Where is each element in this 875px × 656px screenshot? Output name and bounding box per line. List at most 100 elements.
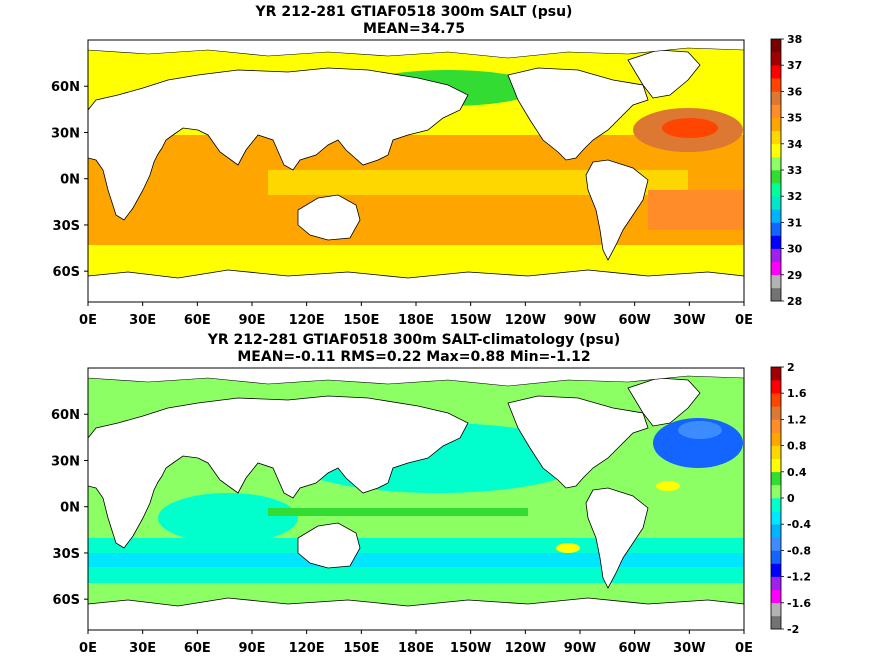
anomaly-colorbar-segment — [771, 393, 781, 407]
anomaly-colorbar-label: -1.6 — [787, 597, 811, 610]
anomaly-colorbar-segment — [771, 458, 781, 473]
anomaly-colorbar-label: -0.4 — [787, 518, 811, 531]
anomaly-map — [87, 367, 745, 631]
anomaly-colorbar-segment — [771, 498, 781, 512]
salt-colorbar-segment — [771, 39, 781, 53]
anomaly-colorbar-segment — [771, 445, 781, 459]
anomaly-xtick-label: 90E — [239, 641, 266, 656]
anomaly-colorbar-label: -1.2 — [787, 571, 811, 584]
anomaly-colorbar-segment — [771, 537, 781, 551]
salt-field-atlantic-core — [662, 118, 718, 138]
salt-colorbar-segment — [771, 235, 781, 249]
salt-xtick-label: 90W — [564, 313, 596, 328]
salt-panel: YR 212-281 GTIAF0518 300m SALT (psu) MEA… — [51, 4, 803, 328]
salt-title: YR 212-281 GTIAF0518 300m SALT (psu) — [255, 4, 573, 20]
anomaly-colorbar-label: 1.2 — [787, 413, 807, 426]
anomaly-xtick-label: 150E — [343, 641, 379, 656]
anomaly-ytick-label: 60S — [53, 593, 80, 608]
salt-subtitle: MEAN=34.75 — [363, 21, 465, 37]
anomaly-xtick-label: 0E — [79, 641, 97, 656]
anomaly-subtitle: MEAN=-0.11 RMS=0.22 Max=0.88 Min=-1.12 — [237, 349, 590, 365]
anomaly-field-southern-cold — [88, 553, 744, 567]
anomaly-colorbar-segment — [771, 367, 781, 381]
salt-colorbar-segment — [771, 104, 781, 118]
salt-ytick-label: 30N — [51, 126, 80, 141]
anomaly-xtick-label: 60E — [184, 641, 211, 656]
anomaly-yticks: 60N 30N 0N 30S 60S — [51, 408, 88, 608]
anomaly-colorbar-segment — [771, 406, 781, 420]
salt-colorbar-label: 31 — [787, 216, 802, 229]
anomaly-colorbar-label: 1.6 — [787, 387, 807, 400]
salt-xtick-label: 0E — [79, 313, 97, 328]
salt-colorbar-segment — [771, 52, 781, 66]
anomaly-field-atlantic-core — [678, 421, 722, 439]
salt-colorbar-segment — [771, 143, 781, 158]
salt-colorbar-label: 38 — [787, 33, 802, 46]
anomaly-xticks: 0E 30E 60E 90E 120E 150E 180E 150W 120W 90W 60W 30W… — [79, 630, 753, 656]
salt-colorbar-segment — [771, 222, 781, 236]
anomaly-field-south-pacific — [556, 543, 580, 553]
anomaly-field-equator — [268, 508, 528, 516]
anomaly-colorbar-label: 0.4 — [787, 466, 807, 479]
salt-colorbar-segment — [771, 170, 781, 184]
anomaly-panel: YR 212-281 GTIAF0518 300m SALT-climatolo… — [51, 332, 811, 656]
anomaly-colorbar-segment — [771, 432, 781, 446]
anomaly-xtick-label: 0E — [735, 641, 753, 656]
anomaly-colorbar-label: -0.8 — [787, 544, 811, 557]
anomaly-xtick-label: 180E — [398, 641, 434, 656]
salt-xtick-label: 30E — [129, 313, 156, 328]
salt-colorbar-label: 36 — [787, 85, 803, 98]
anomaly-colorbar-segment — [771, 524, 781, 538]
salt-colorbar-segment — [771, 261, 781, 276]
anomaly-colorbar-segment — [771, 550, 781, 564]
salt-ytick-label: 0N — [60, 173, 80, 188]
salt-map — [87, 39, 745, 303]
salt-colorbar-segment — [771, 287, 781, 302]
salt-ytick-label: 60S — [53, 265, 80, 280]
salt-colorbar-segment — [771, 248, 781, 262]
salt-colorbar: 38 37 36 35 34 33 32 31 30 29 28 — [770, 33, 803, 308]
salt-ytick-label: 30S — [53, 219, 80, 234]
salt-xtick-label: 30W — [673, 313, 705, 328]
salt-colorbar-segment — [771, 209, 781, 223]
salt-colorbar-segment — [771, 117, 781, 131]
salt-colorbar-segment — [771, 78, 781, 92]
salt-colorbar-label: 34 — [787, 138, 803, 151]
salt-yticks: 60N 30N 0N 30S 60S — [51, 80, 88, 280]
salt-colorbar-segment — [771, 183, 781, 197]
salt-xtick-label: 60E — [184, 313, 211, 328]
salt-colorbar-segment — [771, 65, 781, 79]
anomaly-xtick-label: 120E — [289, 641, 325, 656]
salt-xticks: 0E 30E 60E 90E 120E 150E 180E 150W 120W 90W 60W 30W… — [79, 302, 753, 328]
salt-colorbar-segment — [771, 156, 781, 171]
anomaly-xtick-label: 30E — [129, 641, 156, 656]
salt-colorbar-label: 30 — [787, 243, 803, 256]
anomaly-colorbar-segment — [771, 615, 781, 630]
anomaly-colorbar-label: 2 — [787, 361, 795, 374]
anomaly-xtick-label: 30W — [673, 641, 705, 656]
anomaly-colorbar-label: -2 — [787, 623, 799, 636]
salt-xtick-label: 60W — [618, 313, 650, 328]
salt-colorbar-segment — [771, 91, 781, 105]
anomaly-colorbar-segment — [771, 589, 781, 604]
anomaly-colorbar-label: 0.8 — [787, 440, 807, 453]
anomaly-colorbar-segment — [771, 380, 781, 394]
anomaly-field-gulfstream — [656, 481, 680, 491]
anomaly-colorbar-label: 0 — [787, 492, 795, 505]
anomaly-ytick-label: 30S — [53, 547, 80, 562]
salt-colorbar-label: 29 — [787, 269, 802, 282]
anomaly-colorbar-segment — [771, 471, 781, 486]
anomaly-xtick-label: 120W — [505, 641, 546, 656]
salt-colorbar-label: 33 — [787, 164, 802, 177]
salt-colorbar-label: 37 — [787, 59, 802, 72]
anomaly-ytick-label: 30N — [51, 454, 80, 469]
salt-xtick-label: 150E — [343, 313, 379, 328]
salt-xtick-label: 180E — [398, 313, 434, 328]
salt-xtick-label: 150W — [450, 313, 491, 328]
anomaly-colorbar-segment — [771, 484, 781, 499]
salt-xtick-label: 120E — [289, 313, 325, 328]
anomaly-colorbar-segment — [771, 511, 781, 525]
anomaly-colorbar-segment — [771, 419, 781, 433]
anomaly-xtick-label: 150W — [450, 641, 491, 656]
